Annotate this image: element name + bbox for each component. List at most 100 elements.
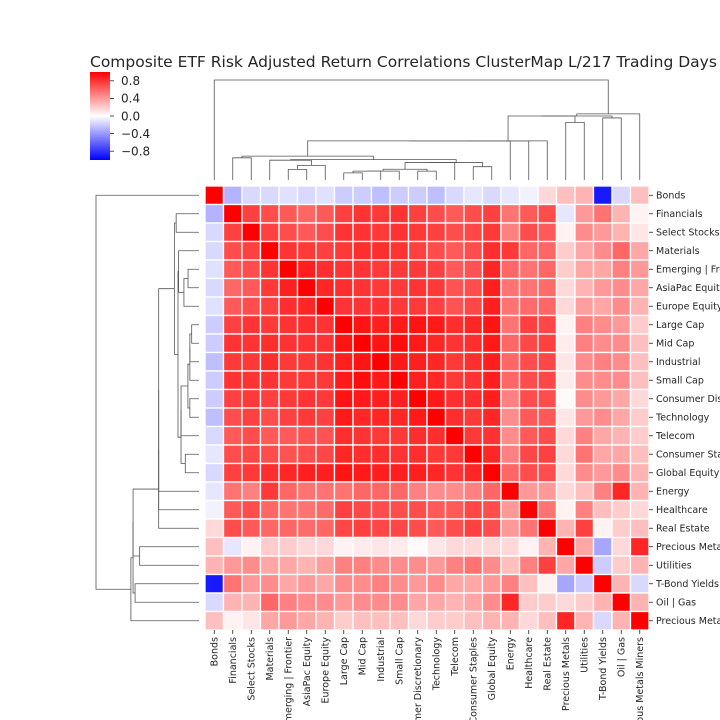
column-dendrogram-link [352,170,382,180]
heatmap-cell-small-cap--europe-equity [315,370,336,391]
heatmap-cell-technology--oil-gas [611,407,632,428]
heatmap-cell-telecom--europe-equity [315,425,336,446]
heatmap-cell-select-stocks--precious-metals-miners [629,222,650,243]
heatmap-cell-large-cap--global-equity [481,314,502,335]
heatmap-cell-industrial--mid-cap [352,351,373,372]
heatmap-cell-europe-equity--oil-gas [611,296,632,317]
heatmap-cell-precious-metals-miners--small-cap [389,610,410,631]
heatmap-cell-industrial--consumer-discretionary [407,351,428,372]
heatmap-cell-large-cap--consumer-staples [463,314,484,335]
heatmap-cell-consumer-staples--asiapac-equity [296,444,317,465]
heatmap-cell-utilities--technology [426,555,447,576]
column-label-small-cap: Small Cap [395,637,406,685]
column-dendrogram-link [417,170,437,180]
heatmap-cell-financials--oil-gas [611,203,632,224]
heatmap-cell-financials--large-cap [333,203,354,224]
heatmap-cell-precious-metals-miners--technology [426,610,447,631]
heatmap-cell-materials--global-equity [481,240,502,261]
heatmap-cell-global-equity--bonds [204,462,225,483]
heatmap-cell-technology--materials [259,407,280,428]
heatmap-cell-large-cap--small-cap [389,314,410,335]
heatmap-cell-mid-cap--industrial [370,333,391,354]
heatmap-cell-materials--technology [426,240,447,261]
heatmap-cell-global-equity--financials [222,462,243,483]
heatmap-cell-energy--large-cap [333,481,354,502]
heatmap-cell-precious-metals--bonds [204,536,225,557]
row-label-asiapac-equity: AsiaPac Equity [656,283,720,294]
heatmap-cell-industrial--large-cap [333,351,354,372]
heatmap-cell-real-estate--utilities [574,518,595,539]
heatmap-cell-global-equity--telecom [444,462,465,483]
heatmap-cell-select-stocks--technology [426,222,447,243]
heatmap-cell-consumer-discretionary--consumer-discretionary [407,388,428,409]
heatmap-cell-oil-gas--telecom [444,592,465,613]
heatmap-cell-europe-equity--industrial [370,296,391,317]
heatmap-cell-consumer-discretionary--bonds [204,388,225,409]
heatmap-cell-mid-cap--oil-gas [611,333,632,354]
heatmap-cell-small-cap--consumer-staples [463,370,484,391]
heatmap-cell-t-bond-yields--healthcare [518,573,539,594]
heatmap-cell-real-estate--consumer-staples [463,518,484,539]
heatmap-cell-precious-metals--healthcare [518,536,539,557]
heatmap-cell-real-estate--bonds [204,518,225,539]
column-label-consumer-discretionary: Consumer Discretionary [413,637,424,720]
heatmap-cell-technology--precious-metals [555,407,576,428]
heatmap-cell-healthcare--select-stocks [241,499,262,520]
heatmap-cell-utilities--real-estate [537,555,558,576]
heatmap-cell-t-bond-yields--europe-equity [315,573,336,594]
heatmap-cell-healthcare--real-estate [537,499,558,520]
row-label-t-bond-yields: T-Bond Yields [655,579,719,590]
heatmap-cell-global-equity--t-bond-yields [592,462,613,483]
heatmap-cell-utilities--healthcare [518,555,539,576]
column-label-t-bond-yields: T-Bond Yields [598,637,609,701]
row-label-global-equity: Global Equity [656,468,720,479]
heatmap-cell-asiapac-equity--bonds [204,277,225,298]
heatmap-cell-asiapac-equity--precious-metals [555,277,576,298]
heatmap-cell-energy--telecom [444,481,465,502]
heatmap-cell-telecom--real-estate [537,425,558,446]
heatmap-cell-select-stocks--large-cap [333,222,354,243]
heatmap-cell-select-stocks--materials [259,222,280,243]
heatmap-cell-select-stocks--consumer-staples [463,222,484,243]
heatmap-cell-europe-equity--select-stocks [241,296,262,317]
heatmap-cell-emerging-frontier--small-cap [389,259,410,280]
heatmap-cell-europe-equity--precious-metals [555,296,576,317]
heatmap-cell-consumer-staples--energy [500,444,521,465]
heatmap-cell-healthcare--oil-gas [611,499,632,520]
heatmap-cell-precious-metals-miners--large-cap [333,610,354,631]
heatmap-cell-t-bond-yields--global-equity [481,573,502,594]
heatmap-cell-consumer-discretionary--telecom [444,388,465,409]
heatmap-cell-financials--asiapac-equity [296,203,317,224]
heatmap-cell-t-bond-yields--large-cap [333,573,354,594]
heatmap-cell-t-bond-yields--telecom [444,573,465,594]
heatmap-cell-mid-cap--emerging-frontier [278,333,299,354]
heatmap-cell-healthcare--consumer-staples [463,499,484,520]
row-dendrogram [95,194,199,622]
heatmap-cell-energy--precious-metals [555,481,576,502]
heatmap-cell-oil-gas--large-cap [333,592,354,613]
heatmap-cell-t-bond-yields--precious-metals-miners [629,573,650,594]
heatmap-cell-precious-metals-miners--materials [259,610,280,631]
heatmap-cell-energy--healthcare [518,481,539,502]
heatmap-cell-materials--precious-metals-miners [629,240,650,261]
heatmap-cell-global-equity--global-equity [481,462,502,483]
heatmap-cell-asiapac-equity--precious-metals-miners [629,277,650,298]
heatmap-cell-real-estate--t-bond-yields [592,518,613,539]
row-label-oil-gas: Oil | Gas [656,598,696,609]
column-dendrogram-link [472,166,493,180]
row-dendrogram-link [184,453,199,474]
column-dendrogram-link [232,157,252,180]
heatmap-cell-mid-cap--energy [500,333,521,354]
row-dendrogram-link [95,194,199,590]
heatmap-cell-consumer-discretionary--oil-gas [611,388,632,409]
column-dendrogram-link [287,168,308,180]
heatmap-cell-oil-gas--industrial [370,592,391,613]
heatmap-cell-utilities--consumer-staples [463,555,484,576]
heatmap-cell-bonds--telecom [444,185,465,206]
heatmap-cell-global-equity--materials [259,462,280,483]
colorbar-tick-label: 0.8 [121,74,140,88]
heatmap-cell-materials--healthcare [518,240,539,261]
heatmap-cell-consumer-discretionary--energy [500,388,521,409]
heatmap-cell-consumer-discretionary--global-equity [481,388,502,409]
column-dendrogram-link [241,155,374,160]
